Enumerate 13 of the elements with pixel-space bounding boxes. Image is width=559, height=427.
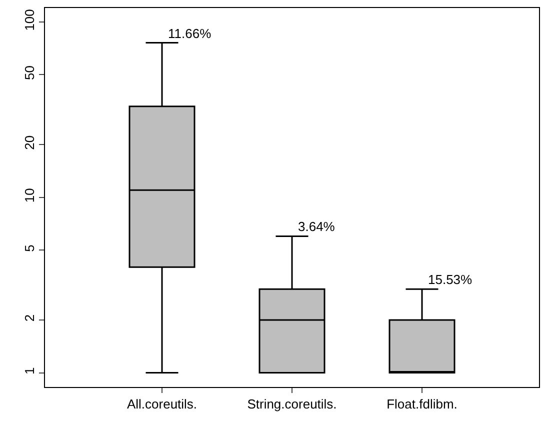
annotation: 3.64%	[298, 219, 336, 234]
y-tick-label: 5	[22, 244, 37, 252]
y-tick-label: 2	[22, 314, 37, 322]
y-tick-label: 50	[22, 66, 37, 80]
y-tick-label: 20	[22, 135, 37, 150]
x-tick-label: All.coreutils.	[126, 396, 198, 412]
annotation: 15.53%	[428, 272, 473, 287]
y-tick-label: 10	[22, 188, 37, 203]
x-tick-label: String.coreutils.	[247, 396, 337, 412]
y-tick-label: 1	[22, 367, 37, 374]
annotation: 11.66%	[168, 26, 212, 41]
y-tick-label: 100	[22, 9, 37, 31]
x-tick-label: Float.fdlibm.	[386, 396, 458, 412]
